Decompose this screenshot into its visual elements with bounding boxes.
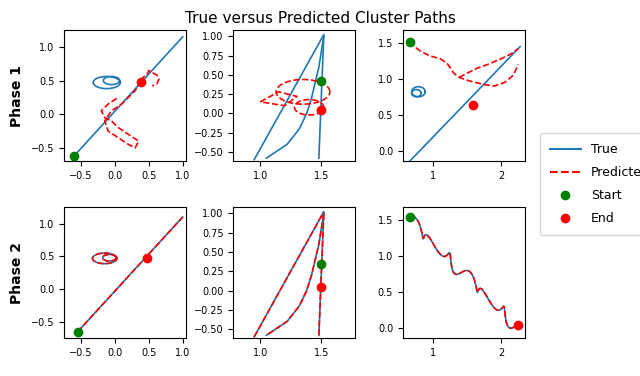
Text: True versus Predicted Cluster Paths: True versus Predicted Cluster Paths — [184, 11, 456, 26]
Y-axis label: Phase 2: Phase 2 — [10, 242, 24, 304]
Legend: True, Predicted, Start, End: True, Predicted, Start, End — [540, 133, 640, 235]
Y-axis label: Phase 1: Phase 1 — [10, 65, 24, 127]
